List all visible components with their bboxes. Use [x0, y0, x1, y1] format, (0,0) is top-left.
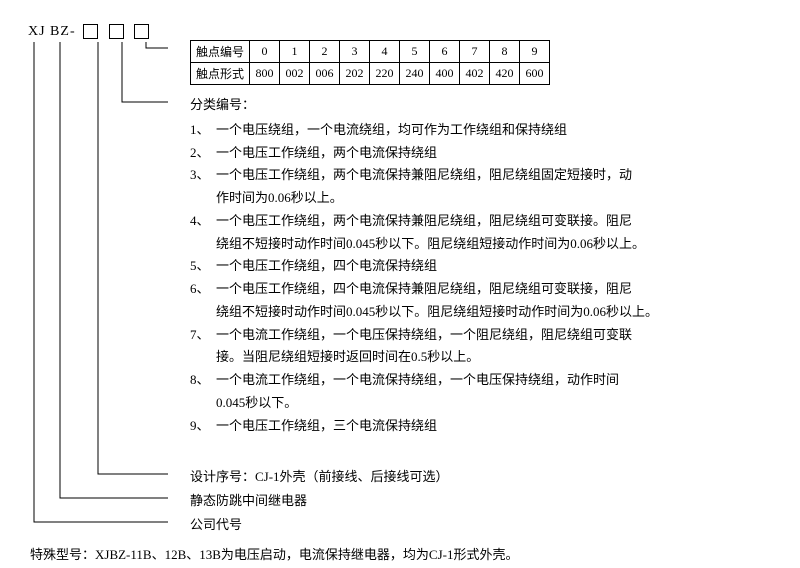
- list-item: 5、一个电压工作绕组，四个电流保持绕组: [190, 255, 770, 278]
- model-code: XJ BZ-: [28, 24, 152, 40]
- list-item: 8、一个电流工作绕组，一个电流保持绕组，一个电压保持绕组，动作时间 0.045秒以…: [190, 369, 770, 415]
- item-number: 2、: [190, 142, 216, 165]
- num-cell: 4: [370, 41, 400, 63]
- form-cell: 420: [490, 63, 520, 85]
- category-list: 1、一个电压绕组，一个电流绕组，均可作为工作绕组和保持绕组2、一个电压工作绕组，…: [190, 119, 770, 438]
- item-text-cont: 绕组不短接时动作时间0.045秒以下。阻尼绕组短接动作时间为0.06秒以上。: [190, 233, 770, 256]
- item-number: 3、: [190, 164, 216, 187]
- item-number: 7、: [190, 324, 216, 347]
- item-text: 一个电流工作绕组，一个电压保持绕组，一个阻尼绕组，阻尼绕组可变联: [216, 327, 632, 342]
- category-title: 分类编号：: [190, 94, 770, 117]
- form-cell: 402: [460, 63, 490, 85]
- list-item: 7、一个电流工作绕组，一个电压保持绕组，一个阻尼绕组，阻尼绕组可变联接。当阻尼绕…: [190, 324, 770, 370]
- model-prefix: XJ BZ-: [28, 24, 76, 40]
- row2-label: 触点形式: [191, 63, 250, 85]
- category-block: 分类编号： 1、一个电压绕组，一个电流绕组，均可作为工作绕组和保持绕组2、一个电…: [190, 94, 770, 437]
- list-item: 9、一个电压工作绕组，三个电流保持绕组: [190, 415, 770, 438]
- form-cell: 002: [280, 63, 310, 85]
- num-cell: 9: [520, 41, 550, 63]
- item-text: 一个电压工作绕组，三个电流保持绕组: [216, 418, 437, 433]
- list-item: 3、一个电压工作绕组，两个电流保持兼阻尼绕组，阻尼绕组固定短接时，动作时间为0.…: [190, 164, 770, 210]
- company-line: 公司代号: [190, 514, 242, 533]
- item-number: 8、: [190, 369, 216, 392]
- item-text-cont: 作时间为0.06秒以上。: [190, 187, 770, 210]
- item-number: 9、: [190, 415, 216, 438]
- list-item: 2、一个电压工作绕组，两个电流保持绕组: [190, 142, 770, 165]
- item-text: 一个电压工作绕组，两个电流保持兼阻尼绕组，阻尼绕组可变联接。阻尼: [216, 213, 632, 228]
- list-item: 4、一个电压工作绕组，两个电流保持兼阻尼绕组，阻尼绕组可变联接。阻尼绕组不短接时…: [190, 210, 770, 256]
- list-item: 6、一个电压工作绕组，四个电流保持兼阻尼绕组，阻尼绕组可变联接，阻尼绕组不短接时…: [190, 278, 770, 324]
- placeholder-box-3: [134, 24, 149, 39]
- item-text: 一个电流工作绕组，一个电流保持绕组，一个电压保持绕组，动作时间: [216, 372, 619, 387]
- design-seq-line: 设计序号：CJ-1外壳（前接线、后接线可选）: [190, 466, 449, 485]
- item-number: 6、: [190, 278, 216, 301]
- relay-type-line: 静态防跳中间继电器: [190, 490, 307, 509]
- item-text: 一个电压工作绕组，四个电流保持绕组: [216, 258, 437, 273]
- item-text-cont: 0.045秒以下。: [190, 392, 770, 415]
- item-text: 一个电压工作绕组，两个电流保持兼阻尼绕组，阻尼绕组固定短接时，动: [216, 167, 632, 182]
- num-cell: 1: [280, 41, 310, 63]
- num-cell: 2: [310, 41, 340, 63]
- contact-table: 触点编号 0 1 2 3 4 5 6 7 8 9 触点形式 800 002 00…: [190, 40, 550, 85]
- item-text-cont: 接。当阻尼绕组短接时返回时间在0.5秒以上。: [190, 346, 770, 369]
- form-cell: 202: [340, 63, 370, 85]
- form-cell: 600: [520, 63, 550, 85]
- item-number: 4、: [190, 210, 216, 233]
- form-cell: 800: [250, 63, 280, 85]
- row1-label: 触点编号: [191, 41, 250, 63]
- num-cell: 5: [400, 41, 430, 63]
- footnote: 特殊型号：XJBZ-11B、12B、13B为电压启动，电流保持继电器，均为CJ-…: [30, 544, 518, 563]
- item-text: 一个电压绕组，一个电流绕组，均可作为工作绕组和保持绕组: [216, 122, 567, 137]
- item-text: 一个电压工作绕组，四个电流保持兼阻尼绕组，阻尼绕组可变联接，阻尼: [216, 281, 632, 296]
- placeholder-box-1: [83, 24, 98, 39]
- item-number: 5、: [190, 255, 216, 278]
- num-cell: 0: [250, 41, 280, 63]
- num-cell: 8: [490, 41, 520, 63]
- form-cell: 240: [400, 63, 430, 85]
- form-cell: 220: [370, 63, 400, 85]
- item-number: 1、: [190, 119, 216, 142]
- num-cell: 7: [460, 41, 490, 63]
- placeholder-box-2: [109, 24, 124, 39]
- item-text: 一个电压工作绕组，两个电流保持绕组: [216, 145, 437, 160]
- list-item: 1、一个电压绕组，一个电流绕组，均可作为工作绕组和保持绕组: [190, 119, 770, 142]
- form-cell: 006: [310, 63, 340, 85]
- connector-lines: [28, 24, 168, 564]
- num-cell: 6: [430, 41, 460, 63]
- num-cell: 3: [340, 41, 370, 63]
- item-text-cont: 绕组不短接时动作时间0.045秒以下。阻尼绕组短接时动作时间为0.06秒以上。: [190, 301, 770, 324]
- form-cell: 400: [430, 63, 460, 85]
